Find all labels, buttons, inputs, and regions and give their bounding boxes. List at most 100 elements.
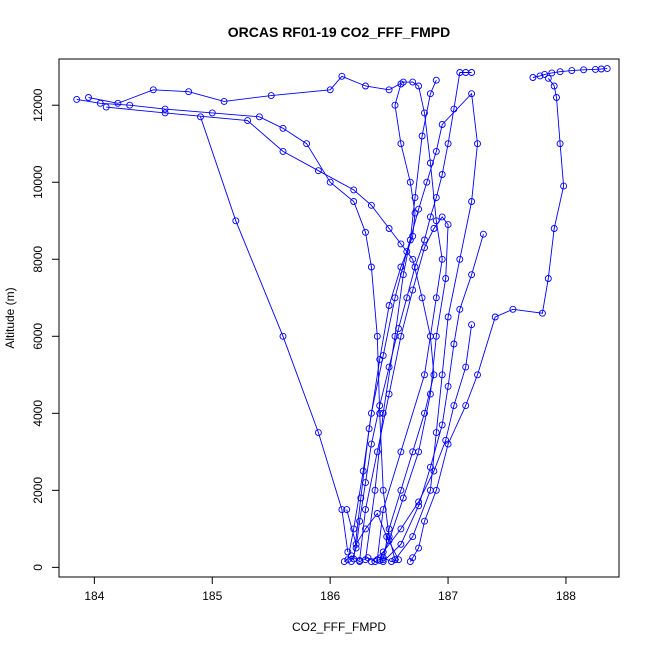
data-point — [373, 448, 381, 456]
data-point — [474, 140, 481, 148]
data-point — [406, 558, 414, 566]
data-point — [409, 78, 417, 86]
data-point — [397, 240, 405, 248]
x-axis: 184 185 186 187 188 — [84, 576, 576, 603]
data-point — [391, 332, 399, 340]
data-point — [232, 217, 240, 225]
data-point — [185, 88, 193, 96]
data-point — [340, 558, 348, 566]
data-point — [479, 230, 487, 238]
data-point — [556, 68, 564, 76]
data-point — [430, 371, 438, 379]
data-point — [397, 486, 405, 494]
y-tick-label: 12000 — [31, 88, 45, 122]
data-point — [432, 147, 440, 155]
x-tick-label: 185 — [202, 589, 222, 603]
data-point — [126, 101, 134, 109]
x-tick-label: 184 — [84, 589, 104, 603]
series-9 — [350, 80, 419, 563]
data-point — [343, 506, 351, 514]
data-point — [529, 74, 537, 81]
data-point — [388, 558, 395, 566]
data-point — [550, 225, 558, 232]
data-point — [438, 421, 446, 429]
data-point — [411, 194, 419, 202]
data-point — [385, 525, 393, 533]
data-point — [568, 67, 576, 75]
data-point — [326, 86, 334, 94]
series-11 — [340, 506, 402, 566]
data-point — [279, 124, 287, 132]
data-point — [421, 109, 428, 117]
data-point — [415, 448, 423, 456]
data-point — [406, 178, 414, 186]
data-point — [438, 171, 446, 178]
series-line — [365, 80, 437, 560]
data-point — [474, 371, 481, 379]
data-point — [438, 255, 446, 263]
data-point — [468, 198, 476, 205]
data-point — [350, 198, 358, 205]
data-point — [359, 467, 367, 475]
data-point — [426, 486, 434, 494]
data-point — [442, 436, 450, 444]
data-point — [344, 548, 352, 556]
data-point — [102, 103, 110, 111]
data-point — [426, 463, 434, 471]
data-point — [161, 109, 169, 117]
data-point — [279, 147, 287, 155]
data-point — [580, 66, 588, 74]
series-line — [409, 78, 565, 562]
data-point — [415, 544, 423, 552]
data-point — [560, 182, 568, 190]
data-point — [415, 498, 423, 506]
data-point — [85, 94, 92, 101]
data-point — [421, 371, 428, 379]
data-point — [438, 213, 446, 221]
data-point — [409, 232, 417, 240]
series-13 — [362, 76, 440, 564]
data-point — [399, 271, 407, 279]
data-point — [442, 275, 450, 282]
data-point — [462, 363, 470, 371]
series-1 — [529, 65, 611, 81]
data-point — [383, 533, 391, 541]
data-point — [491, 313, 499, 321]
data-point — [379, 548, 387, 556]
data-point — [432, 76, 440, 84]
data-point — [456, 255, 464, 263]
data-point — [379, 409, 387, 417]
data-point — [556, 140, 564, 148]
x-tick-label: 187 — [438, 589, 458, 603]
data-point — [397, 140, 405, 148]
data-point — [371, 486, 379, 494]
series-line — [347, 92, 478, 560]
data-point — [385, 363, 393, 371]
data-point — [391, 294, 399, 302]
data-point — [373, 510, 381, 517]
series-10 — [379, 230, 487, 566]
data-point — [347, 552, 355, 560]
data-point — [421, 517, 428, 525]
data-point — [397, 540, 405, 548]
data-point — [468, 90, 476, 98]
data-point — [362, 556, 369, 564]
y-tick-label: 10000 — [31, 165, 45, 199]
data-point — [244, 117, 252, 125]
series-2 — [406, 74, 568, 566]
data-point — [548, 69, 556, 77]
data-point — [255, 113, 263, 121]
data-point — [432, 294, 440, 302]
data-point — [379, 486, 387, 494]
data-point — [303, 140, 311, 148]
data-point — [338, 72, 346, 80]
data-point — [421, 409, 428, 417]
data-point — [544, 74, 552, 82]
chart-title: ORCAS RF01-19 CO2_FFF_FMPD — [228, 24, 450, 40]
data-point — [356, 517, 364, 525]
data-point — [438, 371, 446, 379]
data-point — [385, 302, 393, 309]
data-point — [403, 248, 411, 256]
data-point — [367, 440, 375, 448]
data-point — [114, 99, 122, 107]
